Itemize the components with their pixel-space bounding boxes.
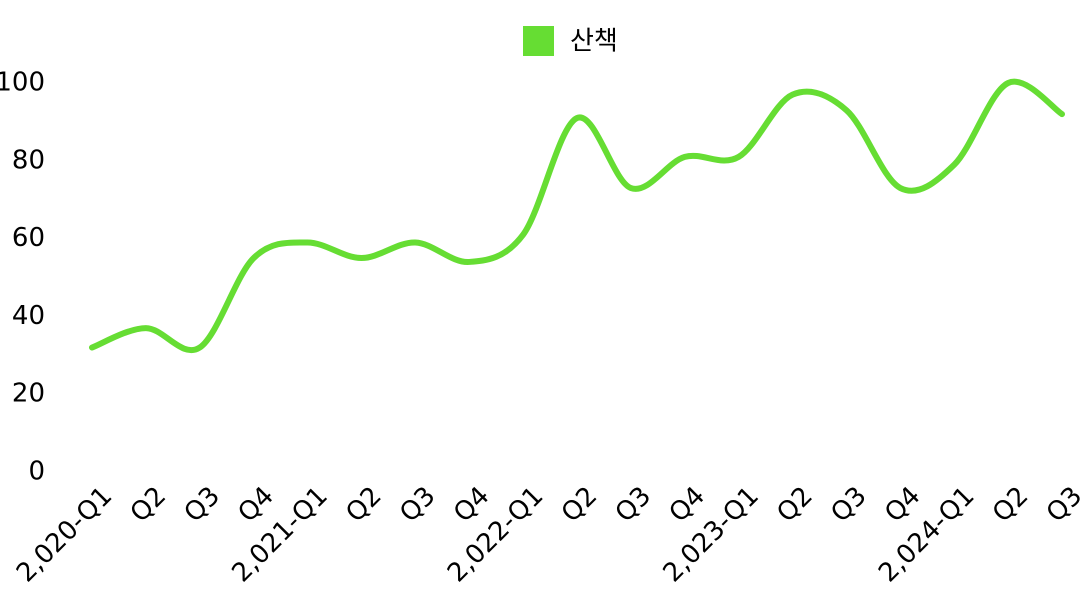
x-tick-label: 2,020-Q1 <box>11 481 118 588</box>
legend-label: 산책 <box>570 27 618 57</box>
legend: 산책 <box>523 26 618 57</box>
y-tick-label: 40 <box>12 301 45 331</box>
line <box>89 78 1065 353</box>
y-tick-label: 100 <box>0 68 45 98</box>
y-tick-label: 60 <box>12 223 45 253</box>
legend-swatch <box>523 26 554 56</box>
x-tick-label: Q2 <box>987 481 1034 528</box>
x-tick-label: Q3 <box>610 481 657 528</box>
y-tick-label: 80 <box>12 145 45 175</box>
y-tick-label: 0 <box>28 457 45 487</box>
x-tick-label: Q2 <box>556 481 603 528</box>
x-tick-label: Q3 <box>825 481 872 528</box>
y-tick-label: 20 <box>12 379 45 409</box>
x-tick-label: Q3 <box>179 481 226 528</box>
x-tick-label: Q3 <box>394 481 441 528</box>
x-tick-label: Q3 <box>1041 481 1088 528</box>
x-tick-label: Q2 <box>340 481 387 528</box>
x-tick-label: Q2 <box>771 481 818 528</box>
x-tick-label: Q2 <box>125 481 172 528</box>
